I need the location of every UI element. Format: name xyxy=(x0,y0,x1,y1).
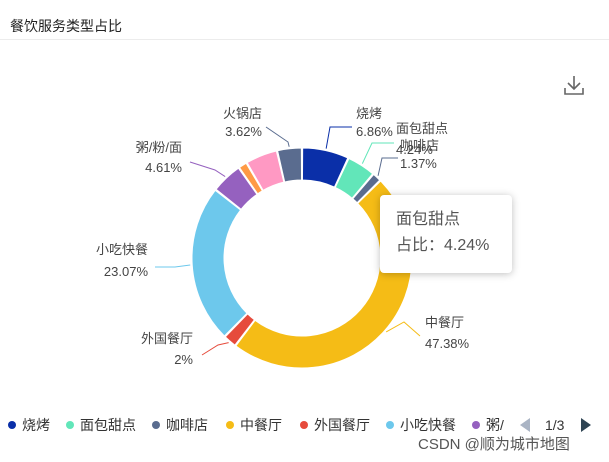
pie-slice-粥/粉/面[interactable] xyxy=(215,167,258,210)
slice-label-name: 中餐厅 xyxy=(425,315,464,330)
slice-label-name: 咖啡店 xyxy=(400,138,439,153)
slice-label-name: 外国餐厅 xyxy=(141,331,193,346)
legend-page-indicator: 1/3 xyxy=(545,417,565,433)
panel-title: 餐饮服务类型占比 xyxy=(10,18,122,34)
leader-line xyxy=(385,321,421,337)
pie-slice-中餐厅[interactable] xyxy=(235,180,413,369)
legend-label: 外国餐厅 xyxy=(314,417,370,433)
leader-line xyxy=(325,126,352,149)
slice-label-name: 小吃快餐 xyxy=(96,242,148,257)
legend-label: 粥/ xyxy=(486,417,504,433)
pie-slice-烧烤[interactable] xyxy=(301,147,349,188)
legend-label: 咖啡店 xyxy=(166,417,208,433)
pie-slice-8[interactable] xyxy=(246,150,285,192)
legend-marker-icon xyxy=(300,421,308,429)
legend-marker-icon xyxy=(226,421,234,429)
slice-label-value: 4.24% xyxy=(396,142,433,157)
slice-label-name: 面包甜点 xyxy=(396,121,448,136)
legend-marker-icon xyxy=(8,421,16,429)
pie-slice-外国餐厅[interactable] xyxy=(224,313,256,346)
watermark: CSDN @顺为城市地图 xyxy=(418,436,570,453)
legend-label: 中餐厅 xyxy=(240,417,282,433)
slice-label-name: 烧烤 xyxy=(356,106,382,121)
chart-legend: 烧烤 面包甜点 咖啡店 中餐厅 外国餐厅 小吃快餐 粥/ xyxy=(0,414,520,436)
tooltip-name: 面包甜点 xyxy=(396,211,461,228)
legend-item[interactable]: 咖啡店 xyxy=(152,414,208,436)
leader-line xyxy=(155,264,191,268)
legend-label: 面包甜点 xyxy=(80,417,136,433)
slice-label-name: 火锅店 xyxy=(223,106,262,121)
legend-marker-icon xyxy=(386,421,394,429)
leader-line xyxy=(361,142,394,164)
pie-slice-面包甜点[interactable] xyxy=(334,157,374,199)
legend-next-page-button[interactable] xyxy=(581,418,591,432)
leader-line xyxy=(265,126,290,147)
slice-label-value: 1.37% xyxy=(400,156,437,171)
slice-label-value: 6.86% xyxy=(356,124,393,139)
leader-line xyxy=(189,161,226,177)
legend-item[interactable]: 面包甜点 xyxy=(66,414,136,436)
pie-slice-火锅店[interactable] xyxy=(277,147,303,183)
legend-label: 小吃快餐 xyxy=(400,417,456,433)
legend-label: 烧烤 xyxy=(22,417,50,433)
pie-slice-7[interactable] xyxy=(238,162,264,195)
slice-label-value: 3.62% xyxy=(225,124,262,139)
legend-item[interactable]: 外国餐厅 xyxy=(300,414,370,436)
legend-marker-icon xyxy=(152,421,160,429)
legend-prev-page-button[interactable] xyxy=(520,418,530,432)
chart-tooltip: 面包甜点 占比：4.24% xyxy=(380,195,512,273)
slice-label-value: 23.07% xyxy=(104,264,149,279)
legend-item[interactable]: 粥/ xyxy=(472,414,504,436)
leader-line xyxy=(377,157,398,176)
pie-slice-小吃快餐[interactable] xyxy=(191,189,248,337)
slice-label-name: 粥/粉/面 xyxy=(136,140,182,155)
slice-label-value: 47.38% xyxy=(425,336,470,351)
pie-slice-咖啡店[interactable] xyxy=(352,173,381,204)
leader-line xyxy=(201,342,229,356)
legend-item[interactable]: 小吃快餐 xyxy=(386,414,456,436)
tooltip-value: 占比：4.24% xyxy=(396,237,490,254)
legend-marker-icon xyxy=(66,421,74,429)
download-icon[interactable] xyxy=(562,73,586,97)
legend-item[interactable]: 中餐厅 xyxy=(226,414,282,436)
slice-label-value: 2% xyxy=(174,352,193,367)
legend-item[interactable]: 烧烤 xyxy=(8,414,50,436)
slice-label-value: 4.61% xyxy=(145,160,182,175)
title-divider xyxy=(0,39,609,40)
legend-marker-icon xyxy=(472,421,480,429)
